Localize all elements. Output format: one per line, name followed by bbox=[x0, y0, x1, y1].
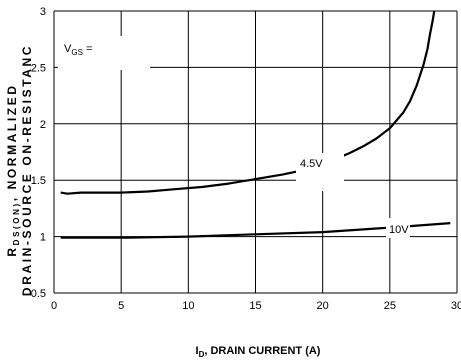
x-tick-label-1: 5 bbox=[118, 300, 124, 312]
y-tick-label-3: 2 bbox=[40, 119, 46, 131]
tick-labels: 0 5 10 15 20 25 30 0.5 1 1.5 2 2.5 3 bbox=[31, 6, 461, 312]
legend-title-mask bbox=[58, 36, 150, 70]
series-label-10v: 10V bbox=[389, 224, 409, 236]
y-tick-label-2: 1.5 bbox=[31, 175, 46, 187]
y-axis-label-line-2: DRAIN-SOURCE ON-RESISTANC bbox=[20, 44, 34, 296]
x-axis-label: ID, DRAIN CURRENT (A) bbox=[196, 345, 321, 359]
label-4-5v-mask bbox=[296, 153, 344, 191]
x-tick-label-4: 20 bbox=[317, 300, 329, 312]
y-axis-label-line-1: RDS(ON), NORMALIZED bbox=[5, 83, 21, 256]
x-tick-label-5: 25 bbox=[384, 300, 396, 312]
label-10v-mask bbox=[386, 218, 410, 238]
series-label-4-5v: 4.5V bbox=[300, 158, 323, 170]
x-tick-label-6: 30 bbox=[451, 300, 461, 312]
y-tick-label-1: 1 bbox=[40, 232, 46, 244]
x-tick-label-3: 15 bbox=[249, 300, 261, 312]
y-tick-label-5: 3 bbox=[40, 6, 46, 18]
y-tick-label-4: 2.5 bbox=[31, 62, 46, 74]
y-axis-label: RDS(ON), NORMALIZED DRAIN-SOURCE ON-RESI… bbox=[5, 44, 34, 296]
x-tick-label-0: 0 bbox=[51, 300, 57, 312]
x-tick-label-2: 10 bbox=[182, 300, 194, 312]
y-tick-label-0: 0.5 bbox=[31, 288, 46, 300]
legend-title: VGS = bbox=[64, 43, 92, 57]
label-masks bbox=[58, 36, 410, 238]
